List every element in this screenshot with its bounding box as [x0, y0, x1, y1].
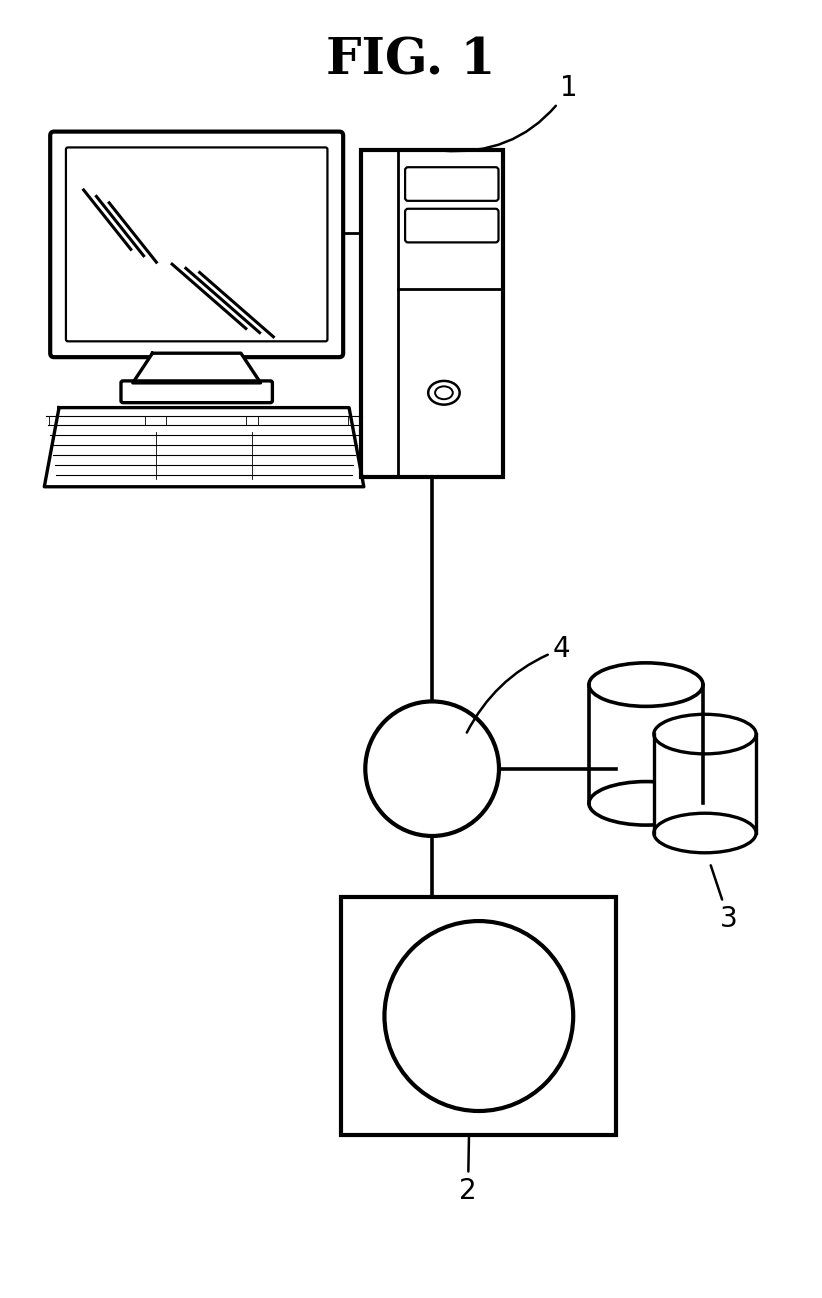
Bar [653, 735, 756, 833]
Ellipse shape [589, 781, 703, 826]
Text: 4: 4 [467, 635, 570, 732]
Text: 3: 3 [711, 866, 737, 933]
Bar [341, 897, 616, 1134]
Polygon shape [133, 353, 261, 383]
Bar [258, 415, 348, 426]
Bar [49, 415, 145, 426]
Ellipse shape [589, 663, 703, 706]
FancyBboxPatch shape [50, 131, 343, 357]
Ellipse shape [365, 701, 499, 836]
FancyBboxPatch shape [66, 148, 327, 341]
Bar [361, 151, 503, 476]
Ellipse shape [428, 380, 459, 405]
Text: 1: 1 [442, 74, 578, 151]
Bar [589, 684, 703, 803]
FancyBboxPatch shape [121, 380, 272, 402]
Text: 2: 2 [459, 1137, 477, 1205]
Ellipse shape [435, 387, 453, 400]
Polygon shape [44, 408, 364, 487]
Ellipse shape [653, 714, 756, 754]
FancyBboxPatch shape [405, 209, 498, 243]
FancyBboxPatch shape [405, 167, 498, 201]
Ellipse shape [653, 814, 756, 853]
Ellipse shape [385, 922, 573, 1111]
Text: FIG. 1: FIG. 1 [326, 36, 496, 86]
Bar [166, 415, 246, 426]
